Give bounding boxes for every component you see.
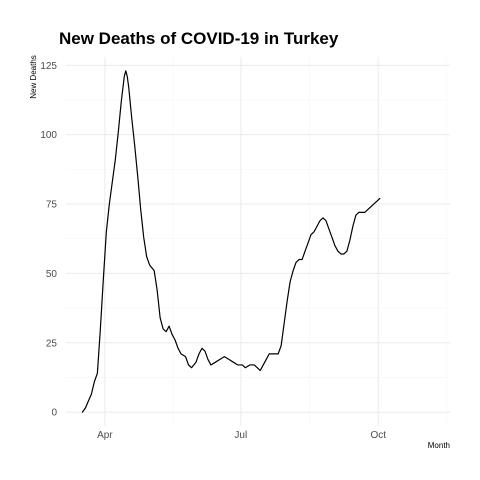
y-tick-label-100: 100 (40, 130, 57, 141)
grid-minor (66, 57, 450, 426)
x-tick-label-oct: Oct (370, 430, 386, 441)
y-tick-label-75: 75 (46, 200, 58, 211)
y-tick-label-0: 0 (51, 408, 57, 419)
y-tick-label-50: 50 (46, 269, 58, 280)
x-tick-label-apr: Apr (97, 430, 113, 441)
y-axis-label: New Deaths (29, 55, 38, 99)
series-line-new-deaths (82, 71, 379, 412)
x-axis-ticks: Apr Jul Oct (97, 430, 386, 441)
y-tick-label-25: 25 (46, 338, 58, 349)
x-tick-label-jul: Jul (234, 430, 247, 441)
x-axis-label: Month (428, 441, 450, 450)
y-axis-ticks: 0 25 50 75 100 125 (40, 61, 57, 419)
grid-major (66, 57, 450, 426)
chart-title: New Deaths of COVID-19 in Turkey (59, 29, 339, 48)
y-tick-label-125: 125 (40, 61, 57, 72)
